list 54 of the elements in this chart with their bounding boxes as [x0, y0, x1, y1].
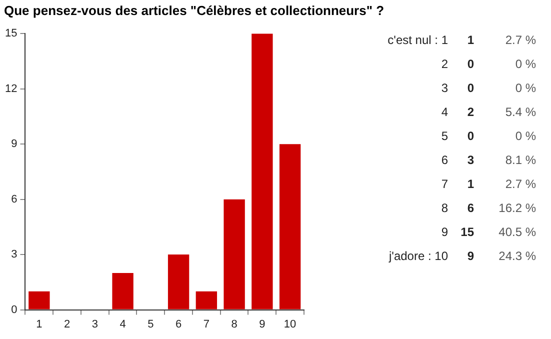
- chart-title: Que pensez-vous des articles "Célèbres et collectionneurs" ?: [4, 3, 384, 18]
- text: 7: [440, 176, 448, 193]
- text: 6: [440, 152, 448, 169]
- x-tick-label: 1: [36, 318, 42, 330]
- bar: [279, 144, 301, 310]
- x-tick-label: 3: [92, 318, 98, 330]
- x-tick-label: 8: [231, 318, 238, 330]
- text: 8.1 %: [504, 152, 536, 169]
- text: 0 %: [514, 80, 536, 97]
- bar: [196, 291, 218, 310]
- text: 6: [466, 200, 474, 217]
- y-tick-label: 6: [11, 193, 18, 206]
- bar: [252, 34, 273, 310]
- text: 0: [466, 128, 474, 145]
- text: 1: [466, 32, 474, 49]
- text: 2.7 %: [504, 32, 536, 49]
- y-tick-label: 0: [11, 304, 18, 316]
- y-tick-label: 3: [11, 248, 18, 261]
- text: 8: [440, 200, 448, 217]
- text: 0 %: [514, 56, 536, 73]
- text: 1: [466, 176, 474, 193]
- text: 5: [440, 128, 448, 145]
- text: 9: [466, 248, 474, 265]
- text: 0: [466, 80, 474, 97]
- x-tick-label: 9: [259, 318, 266, 330]
- y-tick-label: 9: [11, 138, 18, 150]
- text: c'est nul : 1: [386, 32, 448, 49]
- text: 0 %: [514, 128, 536, 145]
- x-tick-label: 10: [284, 318, 296, 330]
- bar: [168, 254, 190, 310]
- bar: [224, 199, 245, 310]
- text: 0: [466, 56, 474, 73]
- text: 40.5 %: [498, 224, 536, 241]
- bar: [112, 272, 134, 310]
- text: 24.3 %: [498, 248, 536, 265]
- bar: [28, 291, 50, 310]
- text: j'adore : 10: [388, 248, 448, 265]
- x-tick-label: 5: [148, 318, 154, 330]
- x-tick-label: 6: [175, 318, 182, 330]
- text: 5.4 %: [504, 104, 536, 121]
- y-tick-label: 15: [4, 28, 18, 40]
- text: 16.2 %: [498, 200, 536, 217]
- text: 3: [466, 152, 474, 169]
- text: 3: [440, 80, 448, 97]
- x-tick-label: 4: [120, 318, 126, 330]
- text: 2.7 %: [504, 176, 536, 193]
- x-tick-label: 7: [203, 318, 210, 330]
- text: 2: [440, 56, 448, 73]
- y-tick-label: 12: [4, 82, 18, 95]
- x-tick-label: 2: [64, 318, 70, 330]
- text: 2: [466, 104, 474, 121]
- text: 4: [440, 104, 448, 121]
- text: 9: [440, 224, 448, 241]
- text: 15: [460, 224, 474, 241]
